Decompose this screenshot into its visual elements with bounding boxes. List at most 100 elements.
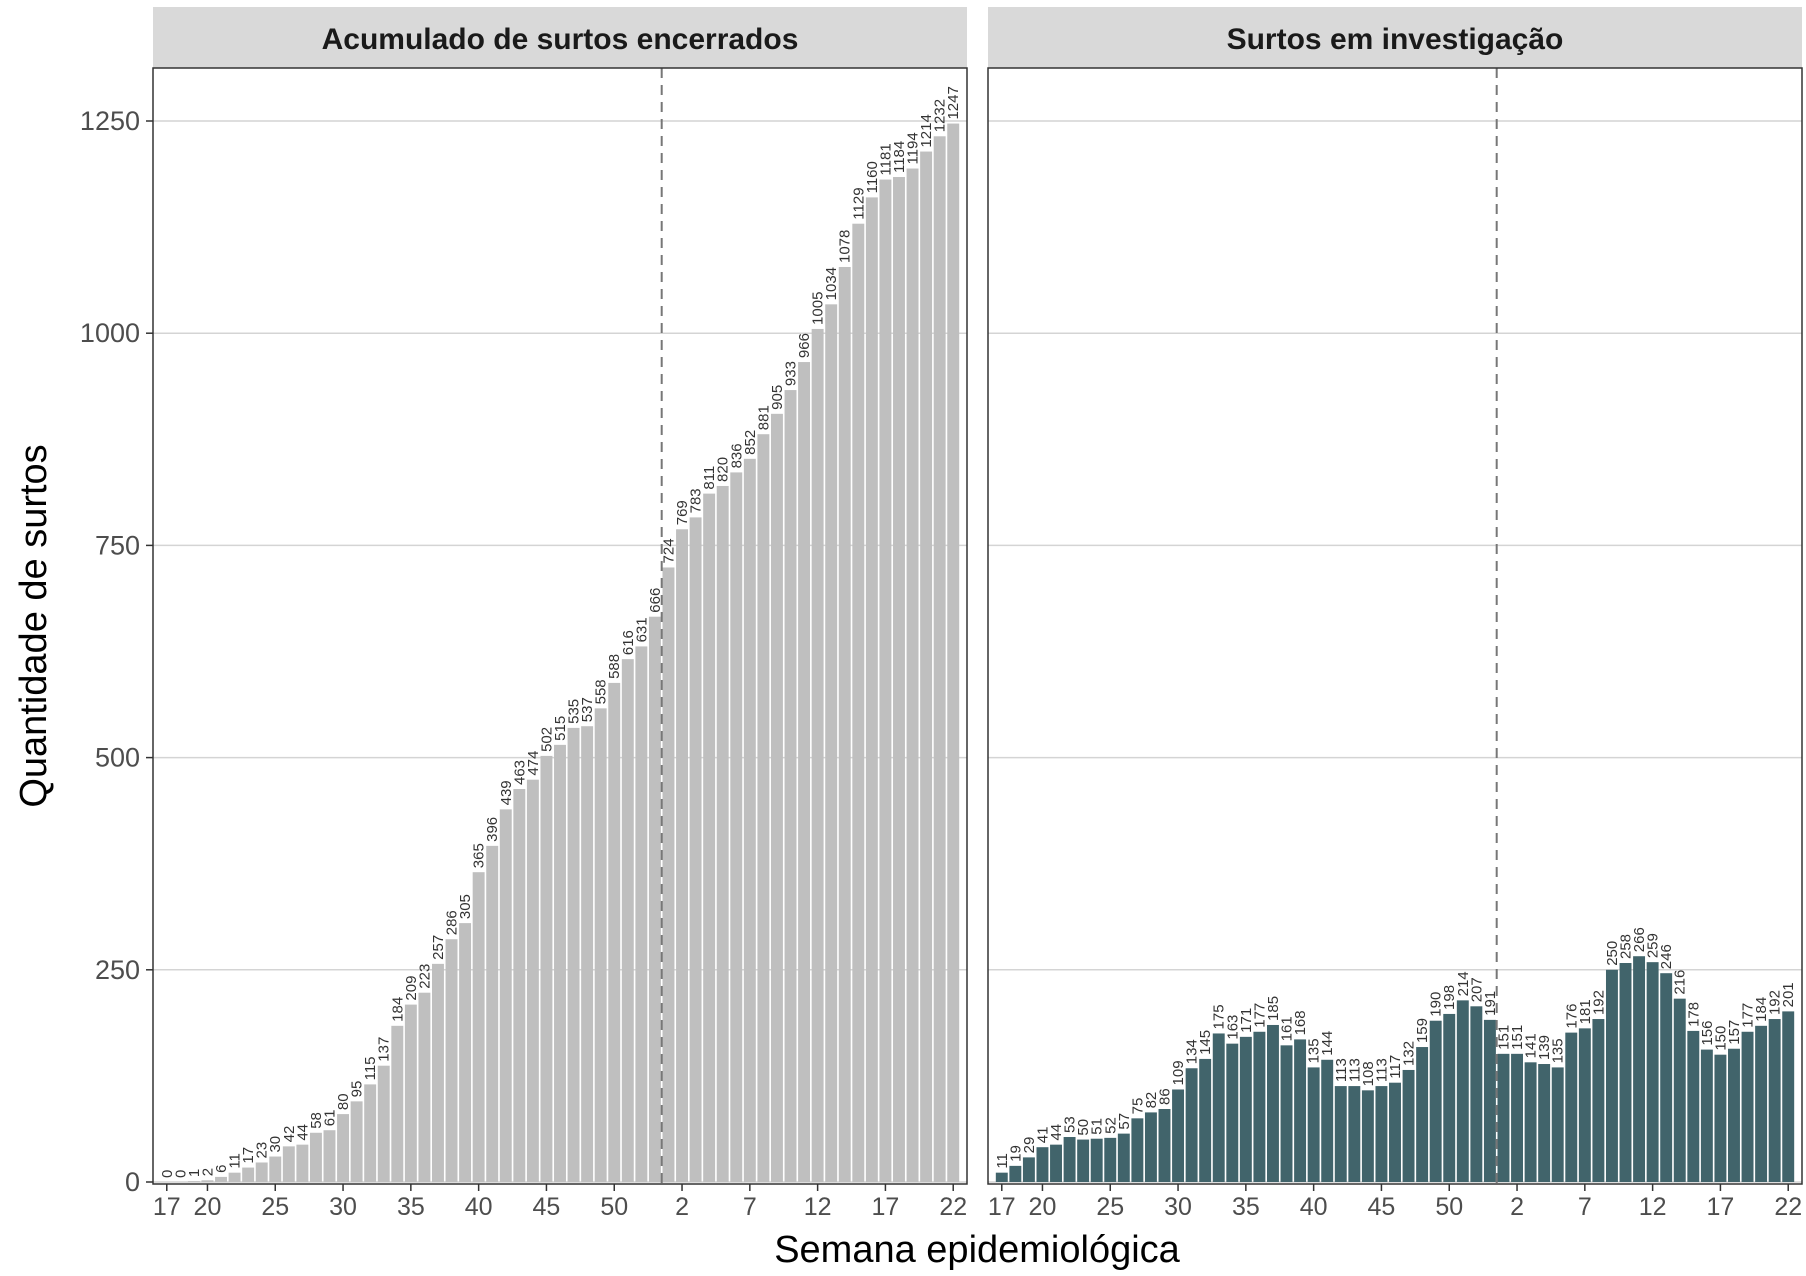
data-label: 783 bbox=[688, 488, 705, 513]
bar bbox=[995, 1172, 1008, 1182]
data-label: 216 bbox=[1672, 970, 1689, 995]
bar bbox=[228, 1172, 241, 1182]
data-label: 115 bbox=[362, 1056, 379, 1080]
bar bbox=[486, 845, 499, 1182]
bar bbox=[296, 1144, 309, 1182]
data-label: 168 bbox=[1292, 1010, 1309, 1035]
bar bbox=[1226, 1043, 1239, 1182]
data-label: 23 bbox=[254, 1142, 271, 1159]
data-label: 1129 bbox=[850, 187, 867, 219]
bar bbox=[364, 1084, 377, 1182]
data-label: 176 bbox=[1563, 1004, 1580, 1029]
data-label: 11 bbox=[994, 1153, 1011, 1169]
data-label: 214 bbox=[1455, 971, 1472, 996]
data-label: 305 bbox=[457, 894, 474, 919]
bar bbox=[1551, 1067, 1564, 1182]
bar bbox=[1348, 1086, 1361, 1182]
data-labels-investigacao: 1119294144535051525775828610913414517516… bbox=[994, 927, 1797, 1168]
data-label: 1005 bbox=[810, 292, 827, 325]
bar bbox=[703, 493, 716, 1183]
bar bbox=[784, 390, 797, 1183]
data-label: 616 bbox=[620, 630, 637, 655]
bar bbox=[215, 1176, 227, 1182]
bar bbox=[811, 328, 824, 1182]
x-tick-label: 12 bbox=[1639, 1193, 1667, 1221]
bar bbox=[255, 1162, 268, 1182]
bar bbox=[1375, 1086, 1388, 1182]
data-label: 207 bbox=[1468, 977, 1485, 1002]
data-label: 184 bbox=[1753, 997, 1770, 1022]
x-tick-label: 17 bbox=[988, 1193, 1016, 1221]
bar bbox=[947, 123, 960, 1183]
data-labels-encerrados: 0012611172330424458618095115137184209223… bbox=[159, 86, 962, 1178]
data-label: 811 bbox=[701, 466, 718, 490]
bar bbox=[1334, 1086, 1347, 1182]
bar bbox=[1470, 1006, 1483, 1182]
bar bbox=[1456, 1000, 1469, 1182]
x-tick-label: 2 bbox=[1510, 1193, 1524, 1221]
data-label: 117 bbox=[1387, 1055, 1404, 1079]
data-label: 41 bbox=[1034, 1127, 1051, 1144]
bar bbox=[432, 963, 444, 1182]
bar bbox=[1402, 1069, 1415, 1182]
bar bbox=[1524, 1062, 1537, 1182]
bar bbox=[838, 266, 851, 1182]
data-label: 836 bbox=[728, 443, 745, 468]
data-label: 266 bbox=[1631, 927, 1648, 952]
data-label: 57 bbox=[1116, 1113, 1133, 1130]
data-label: 820 bbox=[715, 457, 732, 482]
x-tick-label: 7 bbox=[1578, 1193, 1592, 1221]
bar bbox=[1483, 1019, 1496, 1182]
bar bbox=[1009, 1165, 1022, 1182]
bar bbox=[825, 304, 838, 1182]
data-label: 185 bbox=[1265, 996, 1282, 1021]
data-label: 177 bbox=[1740, 1003, 1757, 1028]
bar bbox=[1660, 973, 1673, 1182]
data-label: 95 bbox=[349, 1081, 366, 1098]
bar bbox=[865, 197, 878, 1183]
panel-border bbox=[152, 67, 968, 1185]
bar bbox=[798, 362, 811, 1182]
strip-background bbox=[988, 7, 1802, 68]
x-tick-label: 35 bbox=[1232, 1193, 1260, 1221]
data-label: 161 bbox=[1279, 1016, 1296, 1041]
x-tick-label: 25 bbox=[1096, 1193, 1124, 1221]
bar bbox=[933, 136, 946, 1182]
data-label: 144 bbox=[1319, 1031, 1336, 1056]
bar bbox=[540, 755, 553, 1182]
bar bbox=[187, 1181, 200, 1182]
bar bbox=[1389, 1082, 1401, 1182]
bar bbox=[594, 708, 607, 1182]
data-label: 192 bbox=[1590, 990, 1607, 1015]
bar bbox=[906, 168, 919, 1182]
data-label: 286 bbox=[444, 910, 461, 935]
y-axis: 0 250 500 750 1000 1250 bbox=[80, 106, 153, 1197]
bars-encerrados bbox=[187, 123, 960, 1183]
bar bbox=[1036, 1147, 1049, 1182]
x-tick-label: 40 bbox=[465, 1193, 493, 1221]
strip-title-encerrados: Acumulado de surtos encerrados bbox=[322, 23, 799, 56]
bar bbox=[1063, 1137, 1076, 1182]
bar bbox=[526, 779, 539, 1182]
bar bbox=[499, 809, 512, 1182]
bar bbox=[1646, 962, 1659, 1182]
bar bbox=[1416, 1047, 1429, 1182]
data-label: 631 bbox=[633, 617, 650, 642]
bar bbox=[1117, 1133, 1130, 1182]
bar bbox=[1172, 1089, 1185, 1182]
data-label: 178 bbox=[1685, 1002, 1702, 1027]
panel-border bbox=[987, 67, 1803, 1185]
data-label: 209 bbox=[403, 976, 420, 1001]
bar bbox=[282, 1146, 295, 1182]
data-label: 6 bbox=[213, 1165, 230, 1173]
data-label: 192 bbox=[1767, 990, 1784, 1015]
data-label: 852 bbox=[742, 430, 759, 455]
data-label: 905 bbox=[769, 385, 786, 410]
y-tick-label: 500 bbox=[95, 743, 140, 773]
x-tick-label: 7 bbox=[743, 1193, 757, 1221]
data-label: 502 bbox=[538, 727, 555, 752]
data-label: 113 bbox=[1346, 1058, 1363, 1082]
data-label: 1034 bbox=[823, 267, 840, 300]
y-tick-label: 250 bbox=[95, 955, 140, 985]
